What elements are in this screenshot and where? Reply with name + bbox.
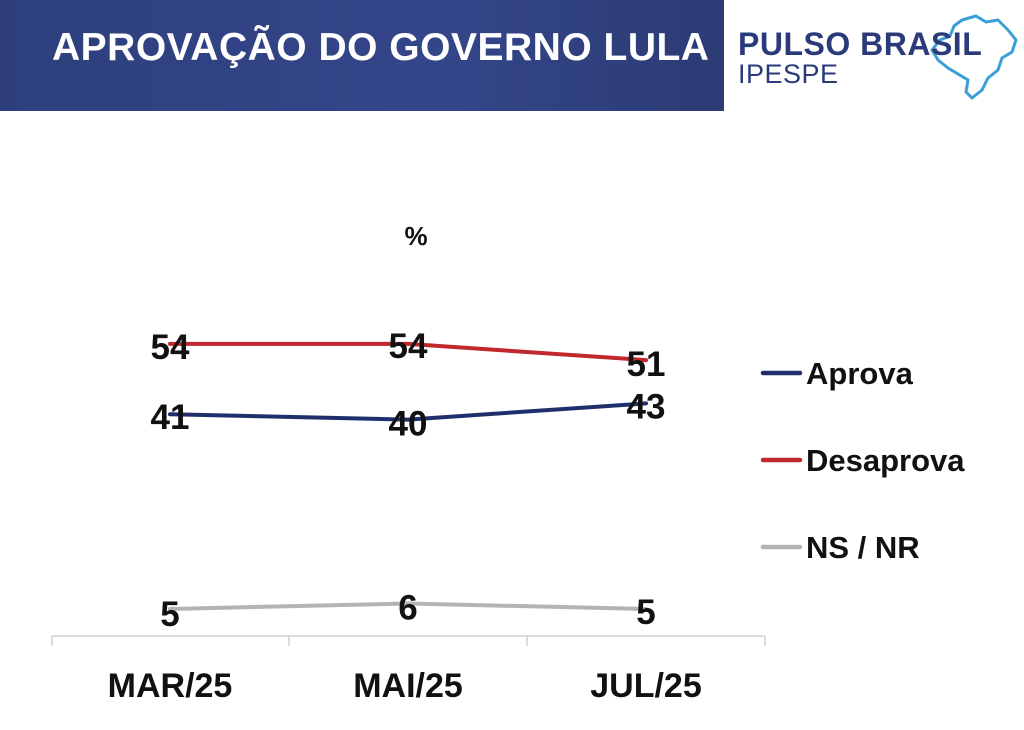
legend-label-ns-nr: NS / NR bbox=[806, 530, 920, 565]
data-label-desaprova: 54 bbox=[389, 327, 428, 366]
series-line-desaprova bbox=[168, 341, 648, 363]
header-band: APROVAÇÃO DO GOVERNO LULA bbox=[0, 0, 724, 111]
legend-label-desaprova: Desaprova bbox=[806, 443, 965, 478]
series-line-aprova bbox=[168, 401, 648, 422]
data-label-desaprova: 54 bbox=[151, 328, 190, 367]
x-tick-label: MAI/25 bbox=[353, 667, 463, 705]
pulso-brasil-logo: PULSO BRASIL IPESPE bbox=[724, 0, 1024, 111]
page-title: APROVAÇÃO DO GOVERNO LULA bbox=[52, 26, 710, 69]
x-tick-label: JUL/25 bbox=[590, 667, 702, 705]
legend-label-aprova: Aprova bbox=[806, 356, 914, 391]
x-tick-label: MAR/25 bbox=[108, 667, 233, 705]
data-label-aprova: 40 bbox=[389, 405, 428, 444]
data-label-ns-nr: 6 bbox=[398, 589, 417, 628]
unit-label: % bbox=[404, 221, 427, 251]
data-label-aprova: 41 bbox=[151, 398, 190, 437]
series-line-ns-nr bbox=[168, 601, 648, 611]
data-label-ns-nr: 5 bbox=[160, 595, 179, 634]
data-label-ns-nr: 5 bbox=[636, 593, 655, 632]
logo-primary-text: PULSO BRASIL bbox=[738, 26, 983, 62]
legend: Aprova Desaprova NS / NR bbox=[760, 356, 965, 565]
data-label-desaprova: 51 bbox=[627, 345, 666, 384]
brazil-map-icon bbox=[930, 14, 1018, 100]
logo-secondary-text: IPESPE bbox=[738, 59, 839, 89]
data-label-aprova: 43 bbox=[627, 387, 666, 426]
